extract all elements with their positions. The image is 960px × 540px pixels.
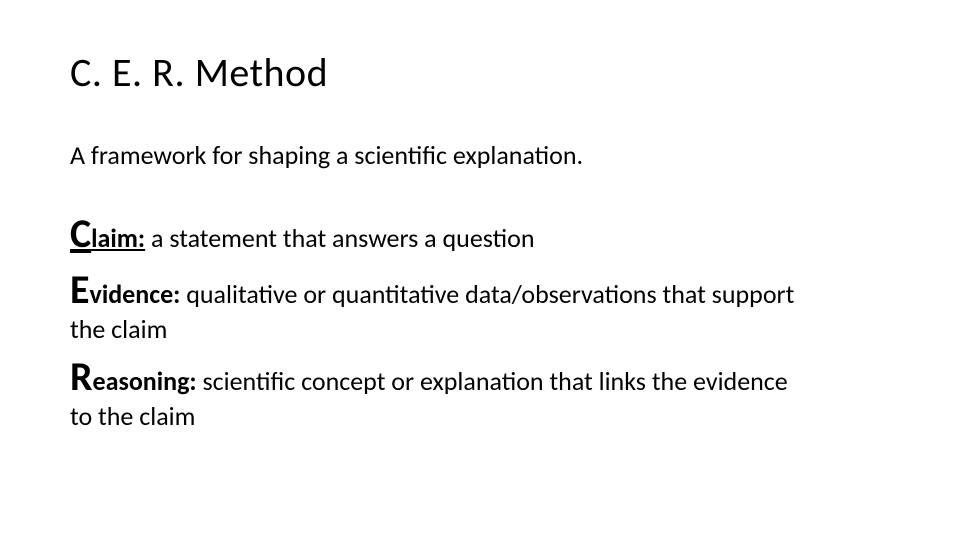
evidence-rest: vidence (90, 278, 174, 310)
evidence-continuation: the claim (70, 313, 890, 346)
claim-cap: C (70, 209, 91, 258)
slide: C. E. R. Method A framework for shaping … (0, 0, 960, 540)
reasoning-continuation: to the claim (70, 400, 890, 433)
reasoning-colon: : (189, 365, 196, 397)
subtitle: A framework for shaping a scientific exp… (70, 139, 890, 171)
reasoning-cap: R (70, 352, 93, 401)
evidence-cap: E (70, 265, 90, 314)
evidence-definition: qualitative or quantitative data/observa… (180, 278, 794, 310)
reasoning-definition: scientific concept or explanation that l… (197, 365, 788, 397)
claim-definition: a statement that answers a question (145, 222, 534, 254)
reasoning-rest: easoning (93, 365, 190, 397)
evidence-line: Evidence: qualitative or quantitative da… (70, 265, 890, 346)
page-title: C. E. R. Method (70, 48, 890, 97)
reasoning-line: Reasoning: scientific concept or explana… (70, 352, 890, 433)
claim-line: Claim: a statement that answers a questi… (70, 209, 890, 259)
claim-rest: laim: (91, 222, 145, 254)
